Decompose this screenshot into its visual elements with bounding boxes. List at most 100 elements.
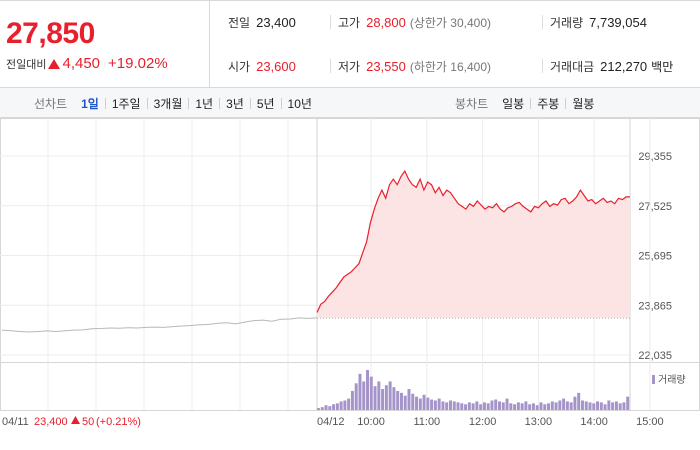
stat-value: 212,270 — [600, 58, 648, 74]
tab-10y[interactable]: 10년 — [287, 96, 312, 111]
stat-trade-value: 거래대금 212,270 백만 — [541, 44, 674, 88]
volume-bar — [611, 402, 615, 410]
tab-1y[interactable]: 1년 — [195, 96, 214, 111]
stat-low: 저가 23,550 (하한가 16,400) — [329, 44, 492, 88]
stat-prev-close: 전일 23,400 — [228, 0, 296, 44]
price-summary: 27,850 전일대비 4,450 +19.02% — [0, 0, 700, 88]
tab-weekly[interactable]: 주봉 — [537, 96, 560, 111]
volume-bar — [335, 403, 339, 410]
up-triangle-icon — [48, 58, 61, 69]
volume-bar — [531, 403, 535, 410]
volume-bar — [626, 396, 630, 410]
volume-bar — [437, 398, 441, 410]
volume-bar — [494, 399, 498, 410]
tab-5y[interactable]: 5년 — [256, 96, 275, 111]
volume-bar — [418, 398, 422, 410]
prev-day-date-label: 04/11 — [2, 416, 29, 428]
volume-bar — [505, 398, 509, 410]
candle-chart-heading: 봉차트 — [455, 96, 489, 111]
volume-bar — [618, 403, 622, 410]
y-tick-label: 23,865 — [638, 300, 672, 312]
stat-volume: 거래량 7,739,054 — [542, 0, 647, 44]
y-tick-label: 27,525 — [638, 201, 672, 213]
volume-bar — [396, 390, 400, 410]
volume-bar — [467, 402, 471, 410]
volume-bar — [452, 401, 456, 410]
volume-bar — [603, 404, 607, 410]
volume-bar — [332, 404, 336, 410]
volume-bar — [362, 381, 366, 410]
volume-bar — [369, 376, 373, 410]
volume-bar — [588, 402, 592, 410]
stat-label: 거래량 — [550, 15, 584, 30]
volume-bar — [388, 381, 392, 410]
x-tick-label: 11:00 — [413, 416, 440, 428]
tab-separator — [188, 97, 190, 109]
volume-bar — [580, 400, 584, 410]
summary-divider — [209, 0, 210, 88]
volume-bar — [535, 405, 539, 410]
y-tick-label: 25,695 — [638, 251, 672, 263]
y-tick-label: 22,035 — [638, 350, 672, 362]
volume-bar — [381, 389, 385, 410]
chart-tab-bar: 선차트 1일 1주일 3개월 1년 3년 5년 10년 봉차트 일봉 주봉 월봉 — [0, 88, 700, 118]
stat-value: 7,739,054 — [589, 14, 647, 30]
volume-bar — [577, 392, 581, 410]
line-chart-heading: 선차트 — [34, 96, 68, 111]
volume-bar — [524, 401, 528, 410]
stats-row: 시가 23,600 저가 23,550 (하한가 16,400) 거래대금 21… — [210, 44, 700, 88]
volume-bar — [317, 408, 320, 410]
volume-bar — [562, 398, 566, 410]
today-date-label: 04/12 — [317, 416, 345, 428]
volume-bar — [430, 399, 434, 410]
change-label: 전일대비 — [6, 58, 47, 71]
tab-3y[interactable]: 3년 — [226, 96, 244, 111]
up-triangle-icon — [71, 416, 80, 424]
volume-bar — [366, 370, 369, 410]
volume-bar — [343, 400, 347, 410]
x-tick-label: 12:00 — [469, 416, 497, 428]
x-tick-label: 14:00 — [580, 416, 608, 428]
volume-bar — [426, 397, 430, 410]
stat-label: 시가 — [228, 59, 251, 74]
volume-bar — [448, 400, 452, 410]
volume-bar — [592, 403, 596, 410]
tab-1w[interactable]: 1주일 — [111, 96, 141, 111]
volume-bar — [399, 392, 403, 410]
volume-bar — [550, 401, 554, 410]
tab-3m[interactable]: 3개월 — [153, 96, 183, 111]
tab-separator — [104, 97, 106, 109]
price-chart[interactable]: 29,355 27,525 25,695 23,865 22,035 거래량 04/11 23… — [0, 118, 700, 450]
x-tick-label: 15:00 — [636, 416, 664, 428]
tab-separator — [530, 97, 532, 109]
stats-row: 전일 23,400 고가 28,800 (상한가 30,400) 거래량 7,7… — [210, 0, 700, 44]
tab-daily[interactable]: 일봉 — [502, 96, 525, 111]
y-tick-label: 29,355 — [638, 151, 672, 163]
tab-separator — [249, 97, 251, 109]
volume-legend-label: 거래량 — [658, 374, 686, 386]
tab-monthly[interactable]: 월봉 — [572, 96, 595, 111]
prev-change-pct-label: (+0.21%) — [96, 416, 141, 428]
stats-panel: 전일 23,400 고가 28,800 (상한가 30,400) 거래량 7,7… — [210, 0, 700, 88]
tab-separator — [280, 97, 282, 109]
tab-separator — [565, 97, 567, 109]
stat-note: 백만 — [651, 59, 674, 74]
change-amount: 4,450 — [62, 55, 101, 72]
today-series-line — [316, 169, 630, 313]
volume-bar — [339, 401, 343, 410]
volume-bar — [614, 401, 618, 410]
volume-bar — [584, 401, 588, 410]
volume-bar — [498, 401, 501, 410]
volume-bar — [328, 406, 332, 410]
prev-day-series-line — [1, 317, 318, 333]
stat-label: 고가 — [338, 15, 361, 30]
volume-bar — [347, 398, 351, 410]
volume-bar — [377, 381, 381, 410]
stat-note: (하한가 16,400) — [409, 59, 492, 74]
candle-chart-tabs: 봉차트 일봉 주봉 월봉 — [455, 88, 594, 118]
volume-bar — [509, 403, 513, 410]
tab-1d[interactable]: 1일 — [81, 96, 99, 111]
volume-bar — [384, 385, 388, 410]
stat-value: 23,400 — [256, 14, 296, 30]
stat-value: 23,600 — [256, 58, 296, 74]
